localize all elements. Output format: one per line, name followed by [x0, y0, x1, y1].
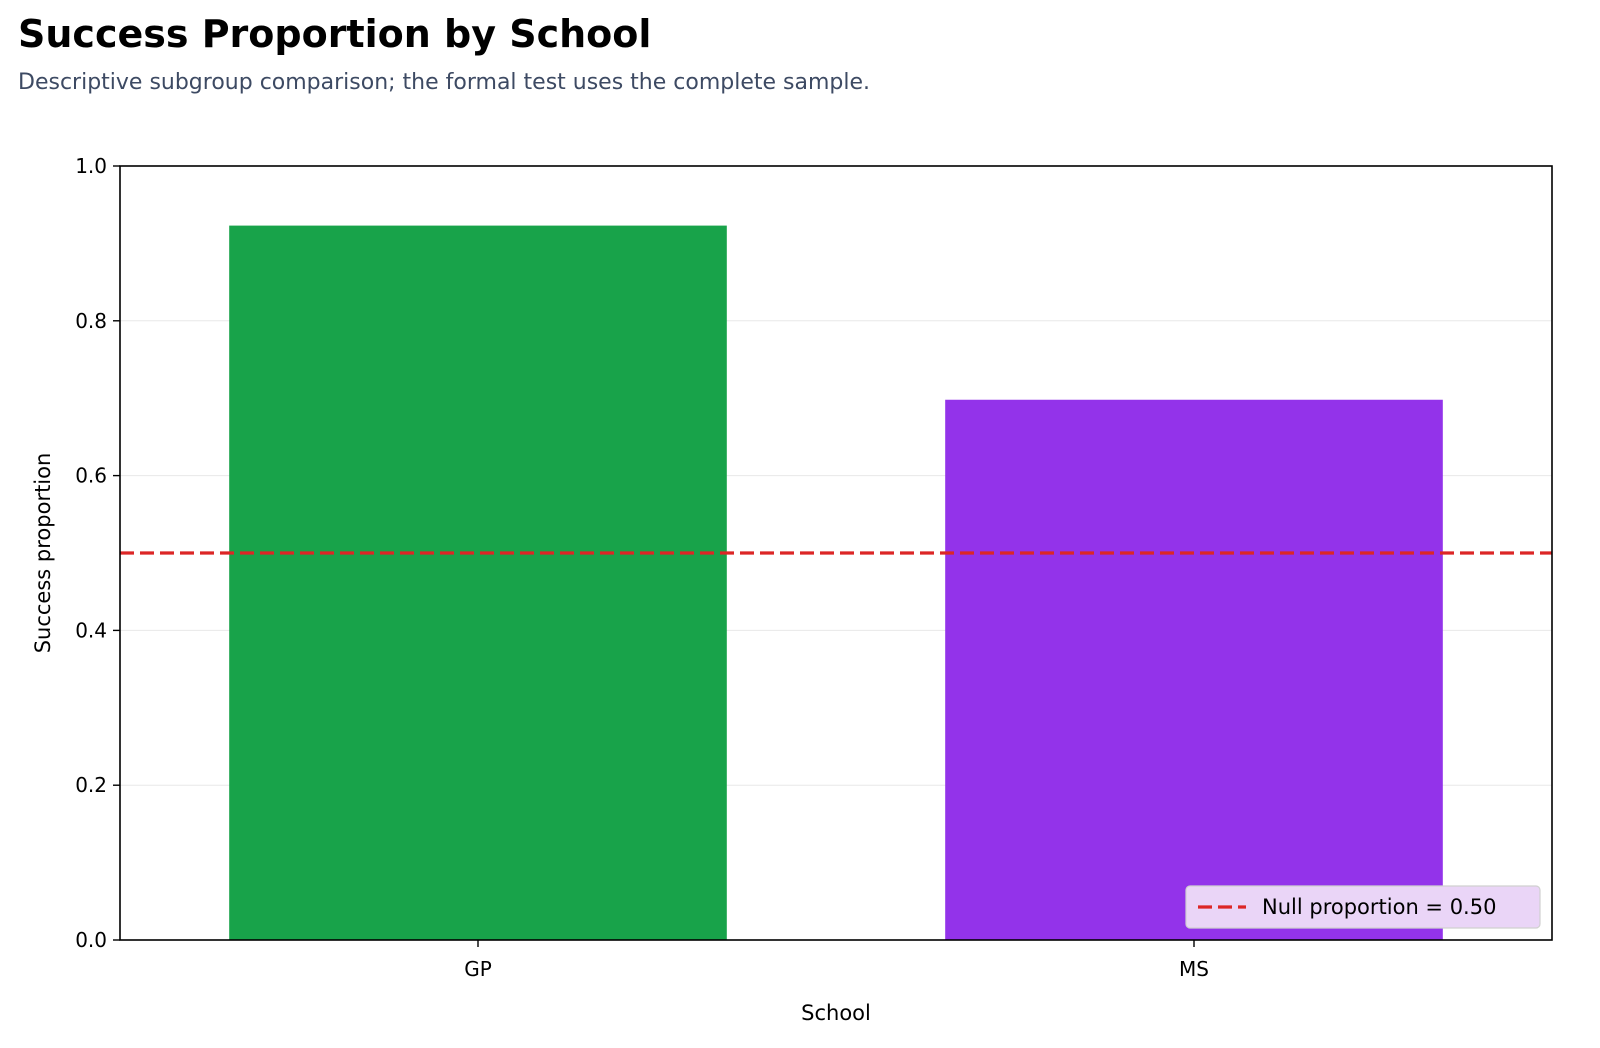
chart-subtitle: Descriptive subgroup comparison; the for… [18, 70, 871, 95]
x-tick-label-ms: MS [1179, 957, 1209, 981]
legend-label: Null proportion = 0.50 [1262, 895, 1496, 919]
y-tick-label-2: 0.4 [75, 618, 107, 642]
bar-ms [945, 399, 1443, 940]
x-tick-label-gp: GP [464, 957, 492, 981]
bar-gp [229, 225, 727, 940]
y-tick-label-0: 0.0 [75, 928, 107, 952]
bars [229, 225, 1443, 940]
x-axis-label: School [801, 1001, 871, 1025]
y-axis-label: Success proportion [31, 453, 55, 654]
y-tick-label-4: 0.8 [75, 309, 107, 333]
y-axis-ticks: 0.0 0.2 0.4 0.6 0.8 1.0 [75, 154, 120, 952]
plot-frame [119, 165, 1553, 941]
y-tick-label-1: 0.2 [75, 773, 107, 797]
legend-box [1185, 885, 1541, 929]
y-tick-label-5: 1.0 [75, 154, 107, 178]
x-axis-ticks: GP MS [464, 940, 1209, 981]
y-tick-label-3: 0.6 [75, 464, 107, 488]
legend: Null proportion = 0.50 [1185, 885, 1541, 929]
chart-title: Success Proportion by School [18, 12, 652, 56]
